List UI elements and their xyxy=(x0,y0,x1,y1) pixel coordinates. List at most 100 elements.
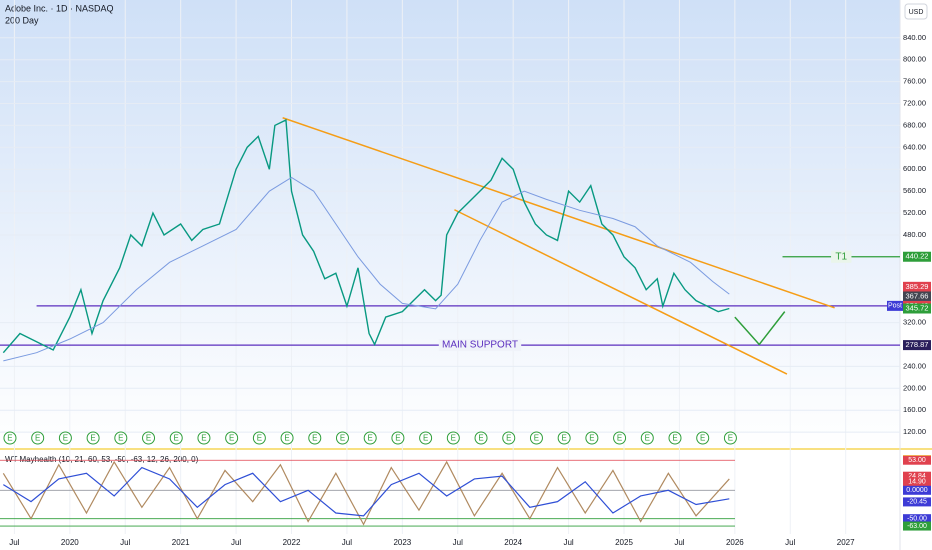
oscillator-label-bg xyxy=(903,471,931,481)
y-tick-label: 600.00 xyxy=(903,164,926,173)
oscillator-line xyxy=(3,466,730,517)
currency: USD xyxy=(909,9,924,16)
earnings-label: E xyxy=(645,434,650,443)
oscillator-label-bg xyxy=(903,521,931,531)
price-label-bg xyxy=(903,291,931,302)
earnings-marker xyxy=(280,431,294,445)
earnings-marker xyxy=(557,431,571,445)
price-label: 278.87 xyxy=(906,340,929,349)
y-tick-label: 720.00 xyxy=(903,98,926,107)
x-tick-label: 2020 xyxy=(61,538,79,547)
x-tick-label: Jul xyxy=(342,538,352,547)
currency-box[interactable] xyxy=(904,3,928,20)
earnings-label: E xyxy=(284,434,289,443)
earnings-label: E xyxy=(672,434,677,443)
x-tick-label: 2025 xyxy=(615,538,633,547)
y-tick-label: 640.00 xyxy=(903,142,926,151)
earnings-marker xyxy=(31,431,45,445)
earnings-marker xyxy=(114,431,128,445)
y-tick-label: 320.00 xyxy=(903,318,926,327)
earnings-marker xyxy=(225,431,239,445)
price-tag: Post xyxy=(888,303,902,310)
price-label-bg xyxy=(903,251,931,262)
level-label: T1 xyxy=(835,251,847,262)
x-tick-label: Jul xyxy=(674,538,684,547)
earnings-label: E xyxy=(340,434,345,443)
y-tick-label: 160.00 xyxy=(903,405,926,414)
earnings-label: E xyxy=(201,434,206,443)
earnings-label: E xyxy=(174,434,179,443)
x-tick-label: Jul xyxy=(231,538,241,547)
y-tick-label: 560.00 xyxy=(903,186,926,195)
earnings-marker xyxy=(502,431,516,445)
earnings-marker xyxy=(446,431,460,445)
main-pane xyxy=(0,0,900,448)
earnings-label: E xyxy=(728,434,733,443)
x-tick-label: 2027 xyxy=(837,538,855,547)
x-tick-label: 2026 xyxy=(726,538,744,547)
price-line xyxy=(3,176,730,362)
price-label: 385.29 xyxy=(906,282,929,291)
y-tick-label: 760.00 xyxy=(903,77,926,86)
level-label-bg xyxy=(438,339,522,352)
oscillator-title: WT Mayhealth (10, 21, 60, 53, -50, -63, … xyxy=(5,455,199,464)
earnings-label: E xyxy=(146,434,151,443)
oscillator-label: -50.00 xyxy=(907,516,927,523)
earnings-label: E xyxy=(451,434,456,443)
earnings-marker xyxy=(585,431,599,445)
earnings-marker xyxy=(668,431,682,445)
earnings-label: E xyxy=(506,434,511,443)
y-tick-label: 680.00 xyxy=(903,120,926,129)
chart-title: Adobe Inc. · 1D · NASDAQ xyxy=(5,3,114,13)
price-label-bg xyxy=(903,281,931,292)
earnings-label: E xyxy=(90,434,95,443)
price-tag-bg xyxy=(887,300,903,311)
earnings-label: E xyxy=(118,434,123,443)
level-label-bg xyxy=(831,250,852,263)
trend-drawing xyxy=(734,311,786,346)
price-label-bg xyxy=(903,303,931,314)
earnings-label: E xyxy=(617,434,622,443)
earnings-marker xyxy=(142,431,156,445)
y-tick-label: 240.00 xyxy=(903,361,926,370)
earnings-marker xyxy=(640,431,654,445)
earnings-marker xyxy=(419,431,433,445)
earnings-label: E xyxy=(589,434,594,443)
earnings-marker xyxy=(308,431,322,445)
earnings-marker xyxy=(169,431,183,445)
earnings-label: E xyxy=(368,434,373,443)
oscillator-label-bg xyxy=(903,455,931,465)
earnings-label: E xyxy=(7,434,12,443)
level-label: MAIN SUPPORT xyxy=(442,340,518,351)
x-tick-label: 2021 xyxy=(172,538,190,547)
oscillator-label-bg xyxy=(903,477,931,487)
earnings-label: E xyxy=(257,434,262,443)
earnings-label: E xyxy=(395,434,400,443)
earnings-marker xyxy=(723,431,737,445)
earnings-label: E xyxy=(312,434,317,443)
oscillator-line xyxy=(2,460,730,526)
x-tick-label: Jul xyxy=(120,538,130,547)
earnings-label: E xyxy=(700,434,705,443)
earnings-label: E xyxy=(63,434,68,443)
oscillator-label: -20.45 xyxy=(907,499,927,506)
oscillator-label-bg xyxy=(903,514,931,524)
earnings-marker xyxy=(529,431,543,445)
earnings-marker xyxy=(197,431,211,445)
oscillator-label-bg xyxy=(903,497,931,507)
earnings-label: E xyxy=(229,434,234,443)
earnings-label: E xyxy=(561,434,566,443)
price-line xyxy=(2,118,730,354)
oscillator-label: 24.84 xyxy=(908,473,926,480)
y-tick-label: 200.00 xyxy=(903,383,926,392)
earnings-marker xyxy=(335,431,349,445)
oscillator-label-bg xyxy=(903,485,931,495)
x-tick-label: Jul xyxy=(563,538,573,547)
oscillator-label: -63.00 xyxy=(907,523,927,530)
earnings-marker xyxy=(613,431,627,445)
oscillator-label: 14.90 xyxy=(908,479,926,486)
earnings-label: E xyxy=(478,434,483,443)
y-tick-label: 520.00 xyxy=(903,208,926,217)
earnings-label: E xyxy=(35,434,40,443)
